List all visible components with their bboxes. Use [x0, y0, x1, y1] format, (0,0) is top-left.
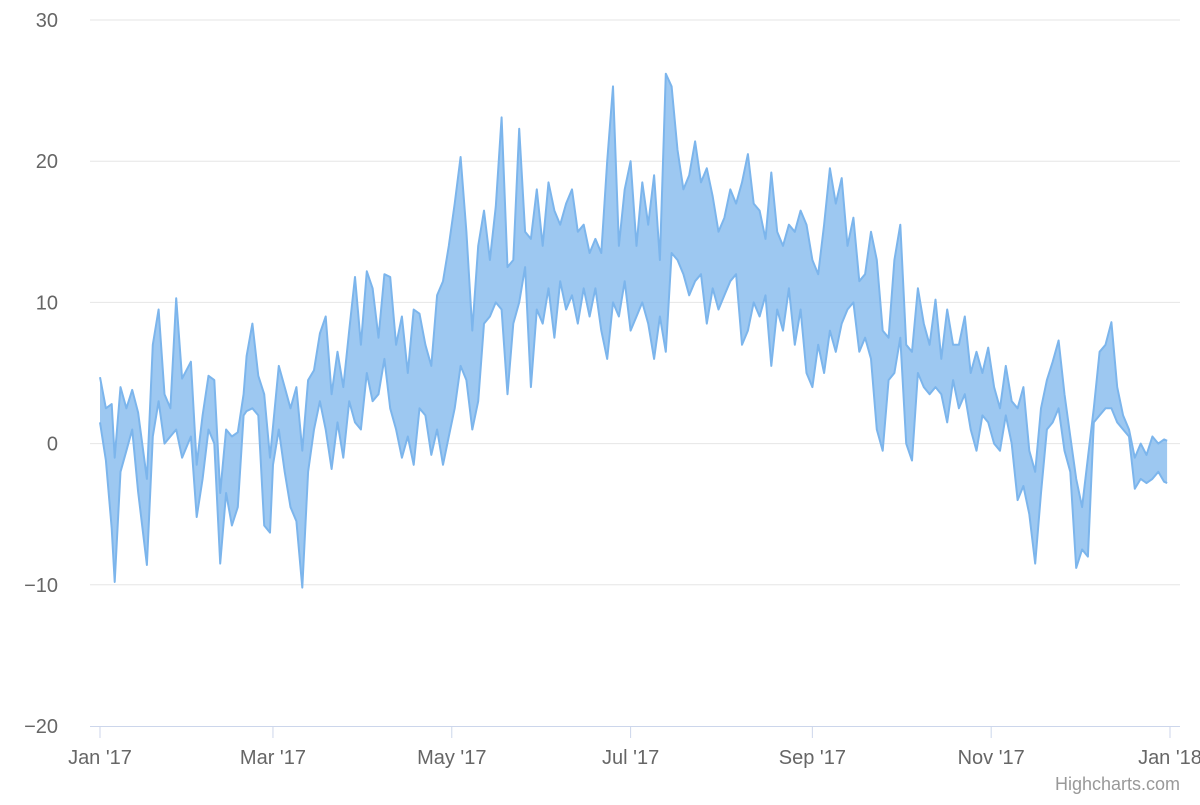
credits-link[interactable]: Highcharts.com: [1055, 774, 1180, 794]
series-range: [99, 72, 1168, 589]
y-tick-label: 0: [47, 434, 58, 456]
range-high-line: [99, 72, 1168, 509]
x-tick-label: May '17: [417, 747, 486, 769]
x-axis-labels: Jan '17 Mar '17 May '17 Jul '17 Sep '17 Nov '…: [68, 747, 1200, 769]
x-tick-label: Jan '18: [1138, 747, 1200, 769]
x-tick-label: Nov '17: [958, 747, 1025, 769]
x-tick-label: Jan '17: [68, 747, 132, 769]
x-axis: [90, 726, 1180, 738]
y-tick-label: −10: [24, 575, 58, 597]
y-tick-label: 10: [36, 292, 58, 314]
x-tick-label: Sep '17: [779, 747, 846, 769]
x-tick-label: Mar '17: [240, 747, 306, 769]
y-tick-label: 20: [36, 151, 58, 173]
y-axis-labels: 30 20 10 0 −10 −20: [24, 10, 58, 738]
y-tick-label: 30: [36, 10, 58, 32]
y-tick-label: −20: [24, 716, 58, 738]
range-area-fill[interactable]: [100, 73, 1168, 588]
range-low-line: [99, 252, 1168, 589]
x-tick-label: Jul '17: [602, 747, 659, 769]
